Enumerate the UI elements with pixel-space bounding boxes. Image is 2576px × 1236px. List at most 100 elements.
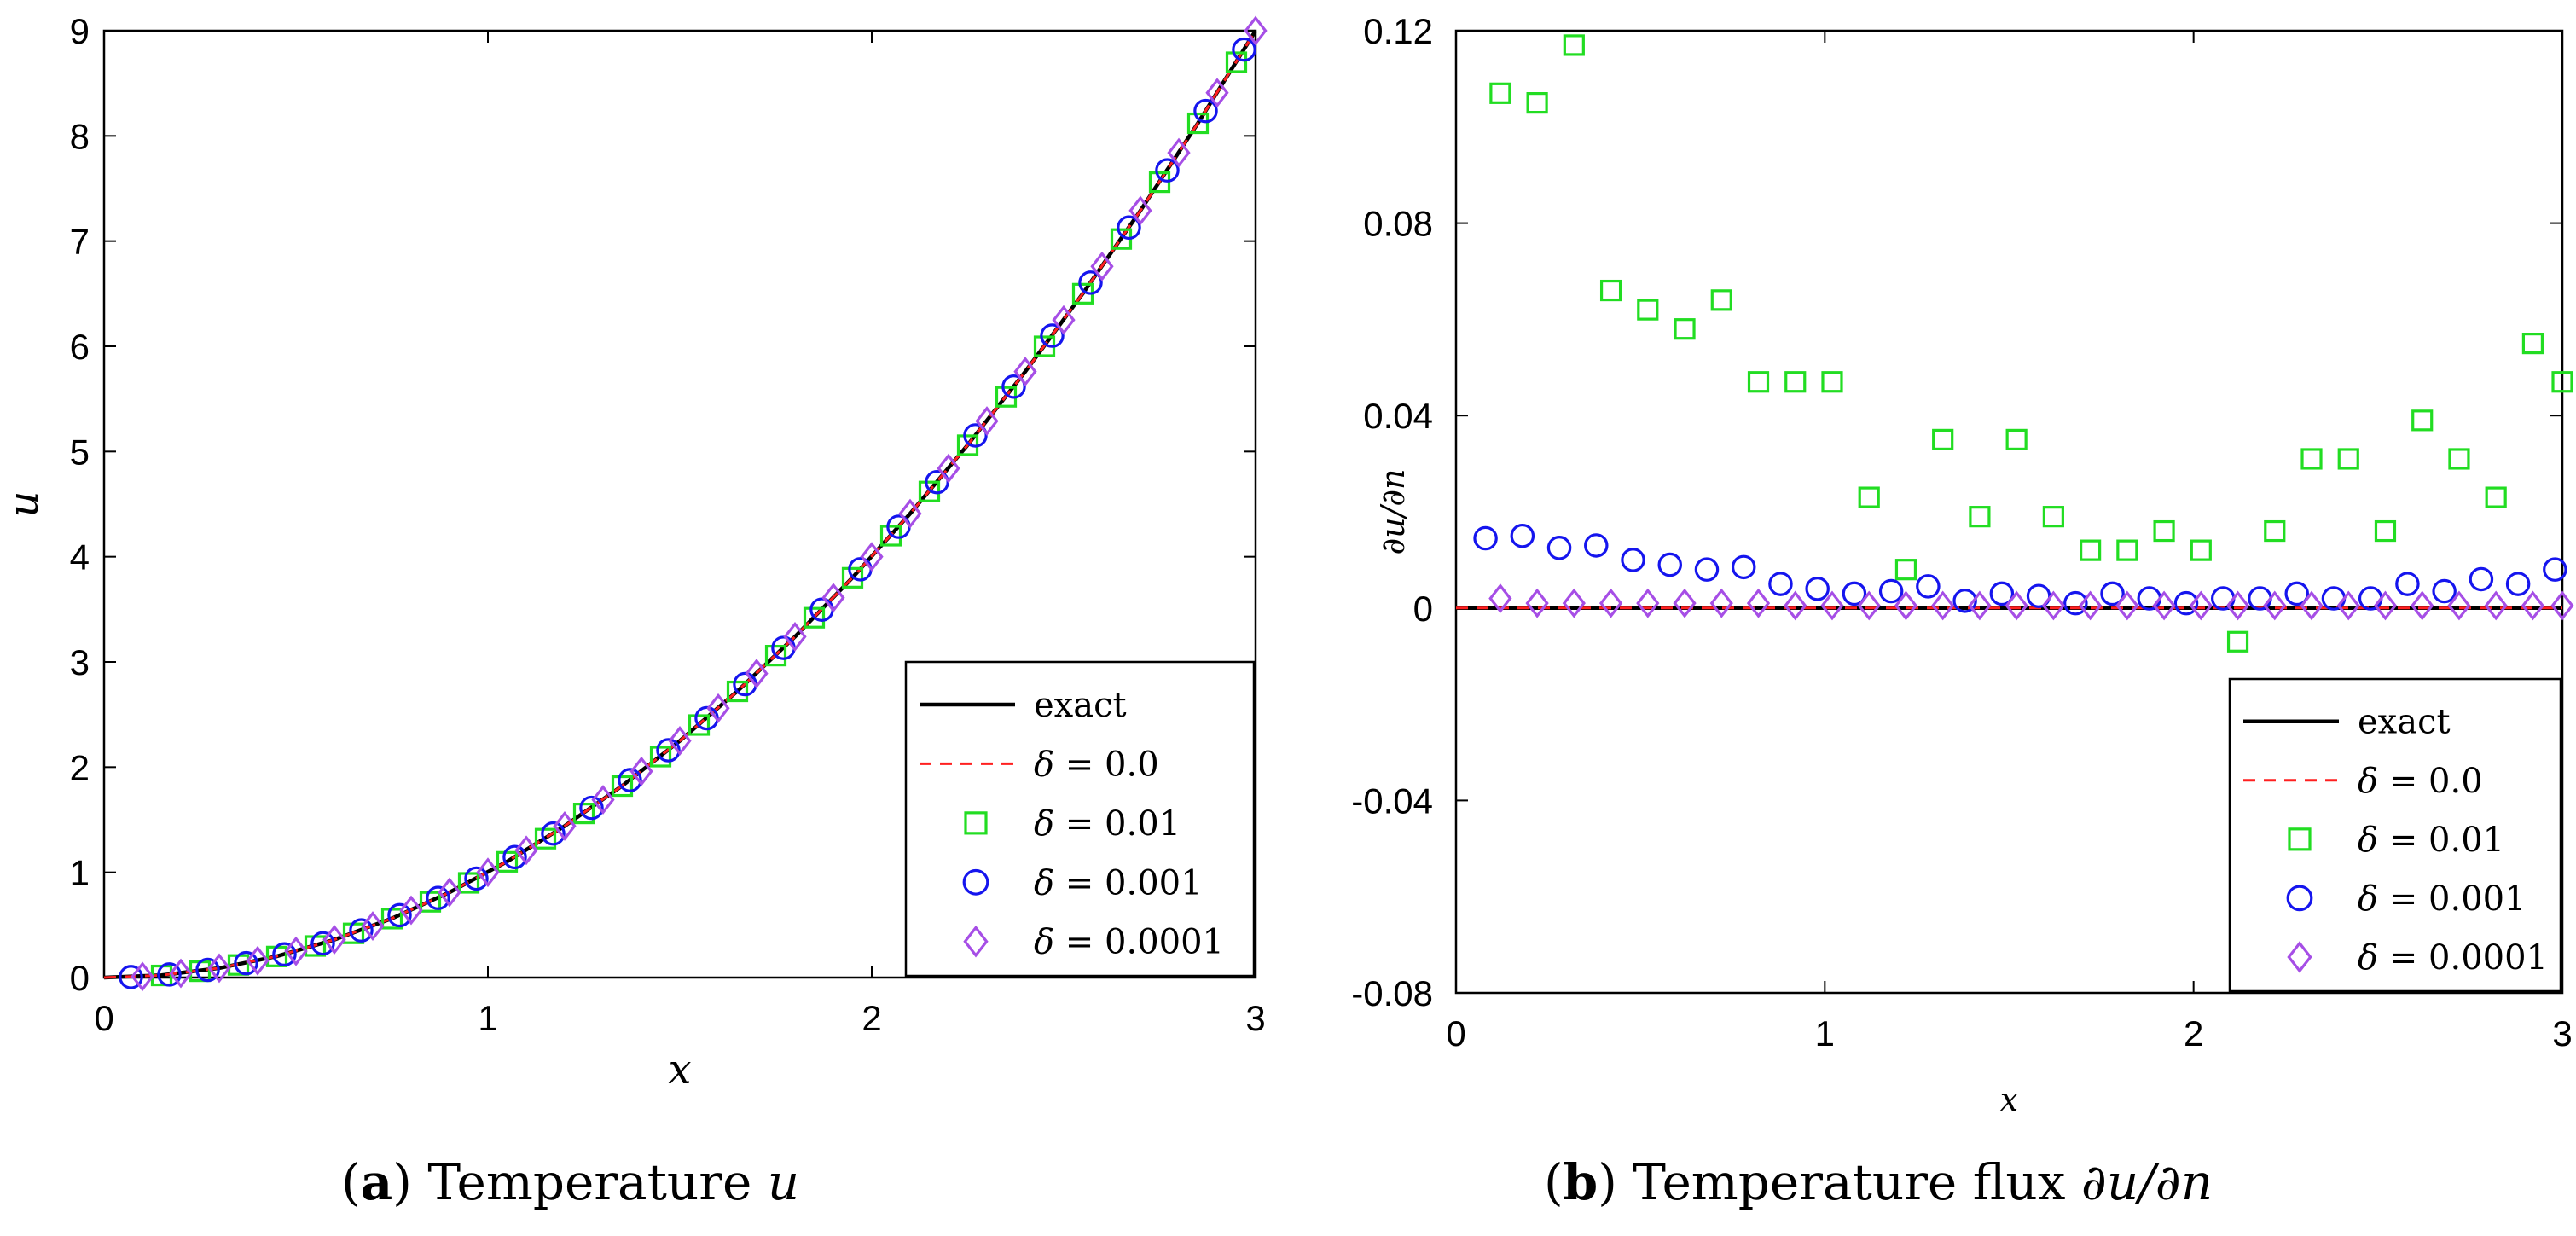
panel-b-square-point <box>1637 299 1659 321</box>
panel-a-diamond-point <box>860 542 884 572</box>
panel-b-circle-point <box>1989 581 2015 606</box>
panel-a-diamond-point <box>131 961 154 992</box>
panel-b-diamond-point <box>2041 590 2065 621</box>
panel-b-square-point <box>2005 428 2028 450</box>
panel-a-y-tick-label: 6 <box>70 327 90 367</box>
panel-b-square-point <box>1821 371 1843 393</box>
panel-b-diamond-point <box>1857 590 1881 621</box>
panel-a-x-axis-label: x <box>668 1046 691 1094</box>
panel-a-diamond-point <box>937 453 960 484</box>
panel-a-circle-point <box>1078 270 1103 295</box>
panel-b-square-point <box>2042 506 2064 528</box>
panel-a-legend-label: δ = 0.0 <box>1034 745 1159 784</box>
panel-b-square-point <box>2190 539 2212 561</box>
panel-b-x-tick-label: 0 <box>1446 1013 1465 1053</box>
panel-b-diamond-point <box>1746 588 1771 618</box>
panel-b-circle-point <box>2284 581 2309 606</box>
panel-a-y-tick-label: 3 <box>70 642 90 682</box>
panel-a-circle-point <box>618 768 642 792</box>
panel-b-circle-point <box>2432 578 2457 604</box>
panel-a-diamond-point <box>1052 305 1076 335</box>
panel-b-diamond-point <box>2300 590 2324 621</box>
panel-b-square-point <box>2264 519 2286 543</box>
panel-b-diamond-point <box>1931 590 1955 621</box>
panel-a-circle-point <box>464 866 489 891</box>
panel-a-circle-point <box>349 918 374 943</box>
panel-a-diamond-point <box>1013 357 1037 387</box>
panel-b-diamond-point <box>1709 588 1733 618</box>
panel-a-diamond-point <box>1167 137 1191 168</box>
panel-b-legend-swatch-circle <box>2286 885 2313 912</box>
panel-a-square-point <box>1186 112 1210 135</box>
panel-b-y-tick-label: 0 <box>1413 589 1433 629</box>
panel-b-legend-label: exact <box>2358 703 2451 742</box>
panel-b-circle-point <box>2469 566 2494 592</box>
panel-b-square-point <box>1858 486 1880 508</box>
panel-a-legend-swatch-diamond <box>963 925 989 958</box>
panel-b-diamond-point <box>2263 590 2287 621</box>
panel-a-diamond-point <box>1090 251 1114 281</box>
panel-a-diamond-point <box>668 726 692 756</box>
panel-b-diamond-point <box>1525 588 1549 618</box>
panel-a-circle-point <box>1040 323 1065 348</box>
panel-b-diamond-point <box>2484 590 2508 621</box>
panel-b-legend-box <box>2228 677 2562 993</box>
panel-a-diamond-point <box>169 958 193 989</box>
panel-b-square-point <box>1526 91 1548 114</box>
panel-b-diamond-point <box>2079 590 2103 621</box>
panel-a-circle-point <box>426 885 450 910</box>
panel-a-diamond-point <box>745 659 769 689</box>
panel-b-diamond-point <box>2411 590 2434 621</box>
panel-a-square-point <box>572 802 595 825</box>
panel-a-circle-point <box>579 795 604 821</box>
panel-a-x-tick-label: 0 <box>94 998 113 1038</box>
panel-b-square-point <box>2337 448 2359 470</box>
panel-a-square-point <box>803 606 826 629</box>
panel-b-legend-label: δ = 0.001 <box>2358 879 2527 919</box>
panel-a-circle-point <box>963 423 988 448</box>
panel-a-y-tick-label: 8 <box>70 116 90 156</box>
panel-a-x-tick-label: 2 <box>862 998 881 1038</box>
panel-b-y-tick-label: -0.08 <box>1351 973 1433 1013</box>
panel-a-square-point <box>879 525 902 547</box>
panel-b-circle-point <box>1510 523 1535 548</box>
panel-a-square-point <box>764 644 787 667</box>
panel-a-diamond-point <box>1244 15 1268 46</box>
panel-a-square-point <box>649 746 672 768</box>
panel-b-diamond-point <box>2152 590 2176 621</box>
panel-b-circle-point <box>1805 576 1830 601</box>
panel-b-y-tick-label: 0.12 <box>1363 11 1433 51</box>
panel-b-y-axis-label: ∂u/∂n <box>1374 468 1412 554</box>
panel-a-circle-point <box>541 821 566 846</box>
panel-a-diamond-point <box>821 583 845 613</box>
panel-a-diamond-point <box>629 756 653 786</box>
panel-b-legend-label: δ = 0.0 <box>2358 762 2483 801</box>
panel-b-diamond-point <box>1636 588 1660 618</box>
panel-a-y-tick-label: 1 <box>70 853 90 893</box>
panel-a-circle-point <box>195 957 220 983</box>
panel-b-y-tick-label: -0.04 <box>1351 780 1433 821</box>
panel-b-y-tick-label: 0.04 <box>1363 396 1433 436</box>
panel-a-y-tick-label: 5 <box>70 432 90 472</box>
panel-b-diamond-point <box>2005 590 2028 621</box>
panel-b-circle-point <box>1768 572 1793 596</box>
panel-a-circle-point <box>157 962 182 987</box>
panel-b-square-point <box>2521 333 2544 355</box>
panel-b-legend-swatch-square <box>2288 827 2312 851</box>
panel-b-x-tick-label: 1 <box>1815 1013 1835 1053</box>
panel-b-legend-swatch-diamond <box>2287 941 2312 973</box>
panel-b-diamond-point <box>1598 588 1623 618</box>
panel-a-legend-label: δ = 0.001 <box>1034 863 1203 902</box>
panel-b-circle-point <box>1584 533 1609 558</box>
panel-b-square-point <box>2226 630 2249 653</box>
panel-a-square-point <box>1225 51 1248 73</box>
panel-b-square-point <box>1674 318 1696 340</box>
panel-a-circle-point <box>1155 158 1180 183</box>
panel-a-diamond-point <box>1205 78 1229 108</box>
panel-a-diamond-point <box>706 693 730 723</box>
panel-b-diamond-point <box>2189 590 2213 621</box>
panel-a-y-tick-label: 2 <box>70 747 90 787</box>
panel-b-square-point <box>2551 371 2573 393</box>
panel-b-square-point <box>1563 34 1585 56</box>
